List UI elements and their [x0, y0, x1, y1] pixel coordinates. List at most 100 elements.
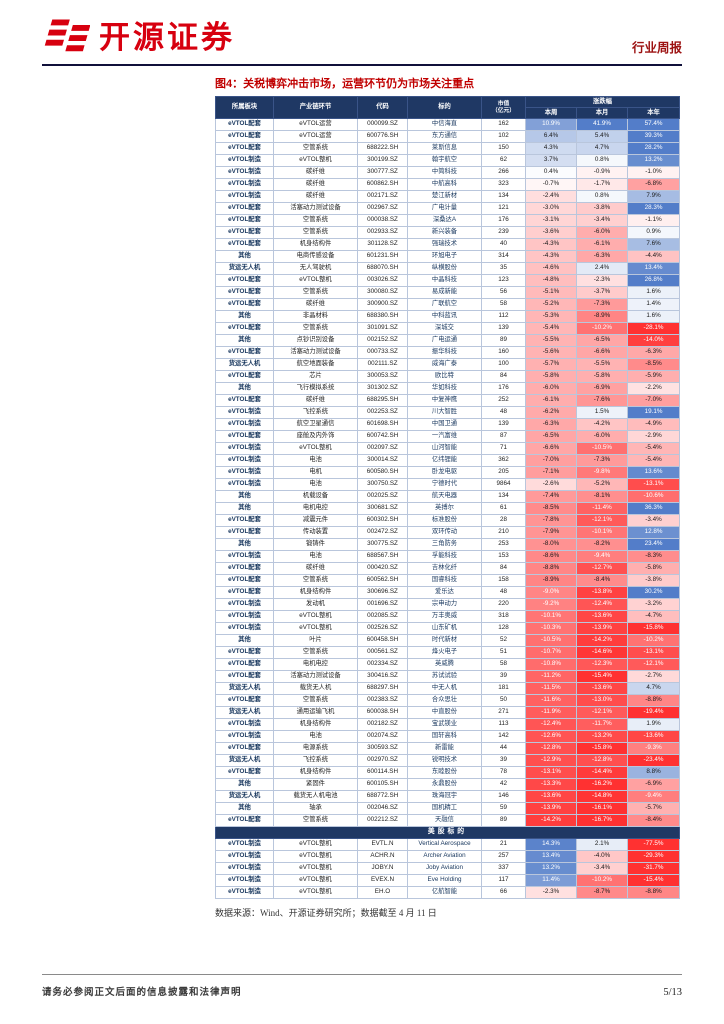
- pct-cell: 13.2%: [525, 862, 577, 875]
- pct-cell: -12.8%: [525, 742, 577, 755]
- pct-cell: 36.3%: [627, 502, 680, 515]
- pct-cell: -8.4%: [576, 574, 628, 587]
- name-cell: 翰宇航空: [407, 154, 482, 167]
- pct-cell: -7.1%: [525, 466, 577, 479]
- pct-cell: -2.3%: [525, 886, 577, 899]
- pct-cell: 13.2%: [627, 154, 680, 167]
- pct-cell: -10.6%: [627, 490, 680, 503]
- sector-cell: eVTOL制造: [215, 418, 274, 431]
- pct-cell: 23.4%: [627, 538, 680, 551]
- pct-cell: -5.7%: [627, 802, 680, 815]
- sector-cell: 货运无人机: [215, 754, 274, 767]
- sector-cell: eVTOL配套: [215, 298, 274, 311]
- name-cell: 东方通信: [407, 130, 482, 143]
- segment-cell: 电机电控: [273, 658, 358, 671]
- code-cell: 688070.SH: [357, 262, 408, 275]
- code-cell: 001696.SZ: [357, 598, 408, 611]
- sector-cell: eVTOL配套: [215, 814, 274, 827]
- code-cell: 688222.SH: [357, 142, 408, 155]
- pct-cell: -5.4%: [627, 442, 680, 455]
- name-cell: 孚能科技: [407, 550, 482, 563]
- segment-cell: 碳纤维: [273, 298, 358, 311]
- table-row: eVTOL制造 电机 600580.SH 卧龙电驱 205 -7.1% -9.8% 13.6%: [215, 466, 680, 479]
- pct-cell: -10.2%: [627, 634, 680, 647]
- col-header-sector: 所属板块: [215, 96, 274, 119]
- pct-cell: -5.4%: [627, 454, 680, 467]
- sector-cell: eVTOL制造: [215, 190, 274, 203]
- code-cell: 688297.SH: [357, 682, 408, 695]
- sector-cell: eVTOL制造: [215, 454, 274, 467]
- pct-cell: -3.8%: [627, 574, 680, 587]
- pct-cell: -16.2%: [576, 778, 628, 791]
- code-cell: 688295.SH: [357, 394, 408, 407]
- mcap-cell: 117: [481, 874, 526, 887]
- name-cell: Eve Holding: [407, 874, 482, 887]
- code-cell: 300696.SZ: [357, 586, 408, 599]
- segment-cell: 空管系统: [273, 322, 358, 335]
- code-cell: 002933.SZ: [357, 226, 408, 239]
- code-cell: 300199.SZ: [357, 154, 408, 167]
- sector-cell: 货运无人机: [215, 358, 274, 371]
- sector-cell: eVTOL配套: [215, 562, 274, 575]
- pct-cell: 13.4%: [627, 262, 680, 275]
- pct-cell: -14.0%: [627, 334, 680, 347]
- pct-cell: -13.6%: [627, 730, 680, 743]
- pct-cell: -10.8%: [525, 658, 577, 671]
- pct-cell: -13.6%: [576, 682, 628, 695]
- table-row: eVTOL配套 机身结构件 600114.SH 东睦股份 78 -13.1% -14.4% 8…: [215, 766, 680, 779]
- pct-cell: -8.3%: [627, 550, 680, 563]
- segment-cell: eVTOL整机: [273, 610, 358, 623]
- segment-cell: 碳纤维: [273, 190, 358, 203]
- pct-cell: 1.6%: [627, 286, 680, 299]
- mcap-cell: 42: [481, 778, 526, 791]
- pct-cell: -6.5%: [576, 334, 628, 347]
- code-cell: 301302.SZ: [357, 382, 408, 395]
- footer-disclaimer: 请务必参阅正文后面的信息披露和法律声明: [42, 988, 242, 998]
- sector-cell: 其他: [215, 778, 274, 791]
- name-cell: Archer Aviation: [407, 850, 482, 863]
- segment-cell: 发动机: [273, 598, 358, 611]
- pct-cell: -12.1%: [576, 514, 628, 527]
- pct-cell: 1.4%: [627, 298, 680, 311]
- pct-cell: 2.4%: [576, 262, 628, 275]
- name-cell: 爱乐达: [407, 586, 482, 599]
- table-row: 其他 电机电控 300681.SZ 英搏尔 61 -8.5% -11.4% 36.3%: [215, 502, 680, 515]
- brand-logo: 开源证券: [42, 16, 235, 58]
- sector-cell: eVTOL配套: [215, 766, 274, 779]
- name-cell: 深桑达A: [407, 214, 482, 227]
- pct-cell: -13.9%: [576, 622, 628, 635]
- code-cell: 688772.SH: [357, 790, 408, 803]
- name-cell: 珠海冠宇: [407, 790, 482, 803]
- pct-cell: -5.2%: [525, 298, 577, 311]
- segment-cell: 电机: [273, 466, 358, 479]
- segment-cell: 航空卫星通信: [273, 418, 358, 431]
- pct-cell: -14.6%: [576, 646, 628, 659]
- pct-cell: -13.2%: [576, 730, 628, 743]
- pct-cell: -3.4%: [576, 862, 628, 875]
- pct-cell: -8.6%: [525, 550, 577, 563]
- table-row: eVTOL配套 eVTOL整机 003026.SZ 中晶科技 123 -4.8% -2.3%…: [215, 274, 680, 287]
- code-cell: 301091.SZ: [357, 322, 408, 335]
- pct-cell: -13.0%: [576, 694, 628, 707]
- us-section-banner-label: 美股标的: [215, 826, 680, 839]
- pct-cell: -5.5%: [525, 334, 577, 347]
- name-cell: 纵横股份: [407, 262, 482, 275]
- name-cell: 国轩高科: [407, 730, 482, 743]
- name-cell: 新雷能: [407, 742, 482, 755]
- name-cell: 环旭电子: [407, 250, 482, 263]
- mcap-cell: 113: [481, 718, 526, 731]
- code-cell: 601231.SH: [357, 250, 408, 263]
- mcap-cell: 158: [481, 574, 526, 587]
- segment-cell: eVTOL整机: [273, 154, 358, 167]
- pct-cell: -9.4%: [627, 790, 680, 803]
- pct-cell: -10.2%: [576, 874, 628, 887]
- table-row: eVTOL配套 碳纤维 688295.SH 中复神鹰 252 -6.1% -7.6% -7.0…: [215, 394, 680, 407]
- pct-cell: -5.5%: [576, 358, 628, 371]
- segment-cell: 活塞动力测试设备: [273, 670, 358, 683]
- pct-cell: -8.5%: [525, 502, 577, 515]
- pct-cell: -4.6%: [525, 262, 577, 275]
- code-cell: 000099.SZ: [357, 118, 408, 131]
- code-cell: EVEX.N: [357, 874, 408, 887]
- code-cell: 002074.SZ: [357, 730, 408, 743]
- page-number: 5/13: [663, 987, 682, 998]
